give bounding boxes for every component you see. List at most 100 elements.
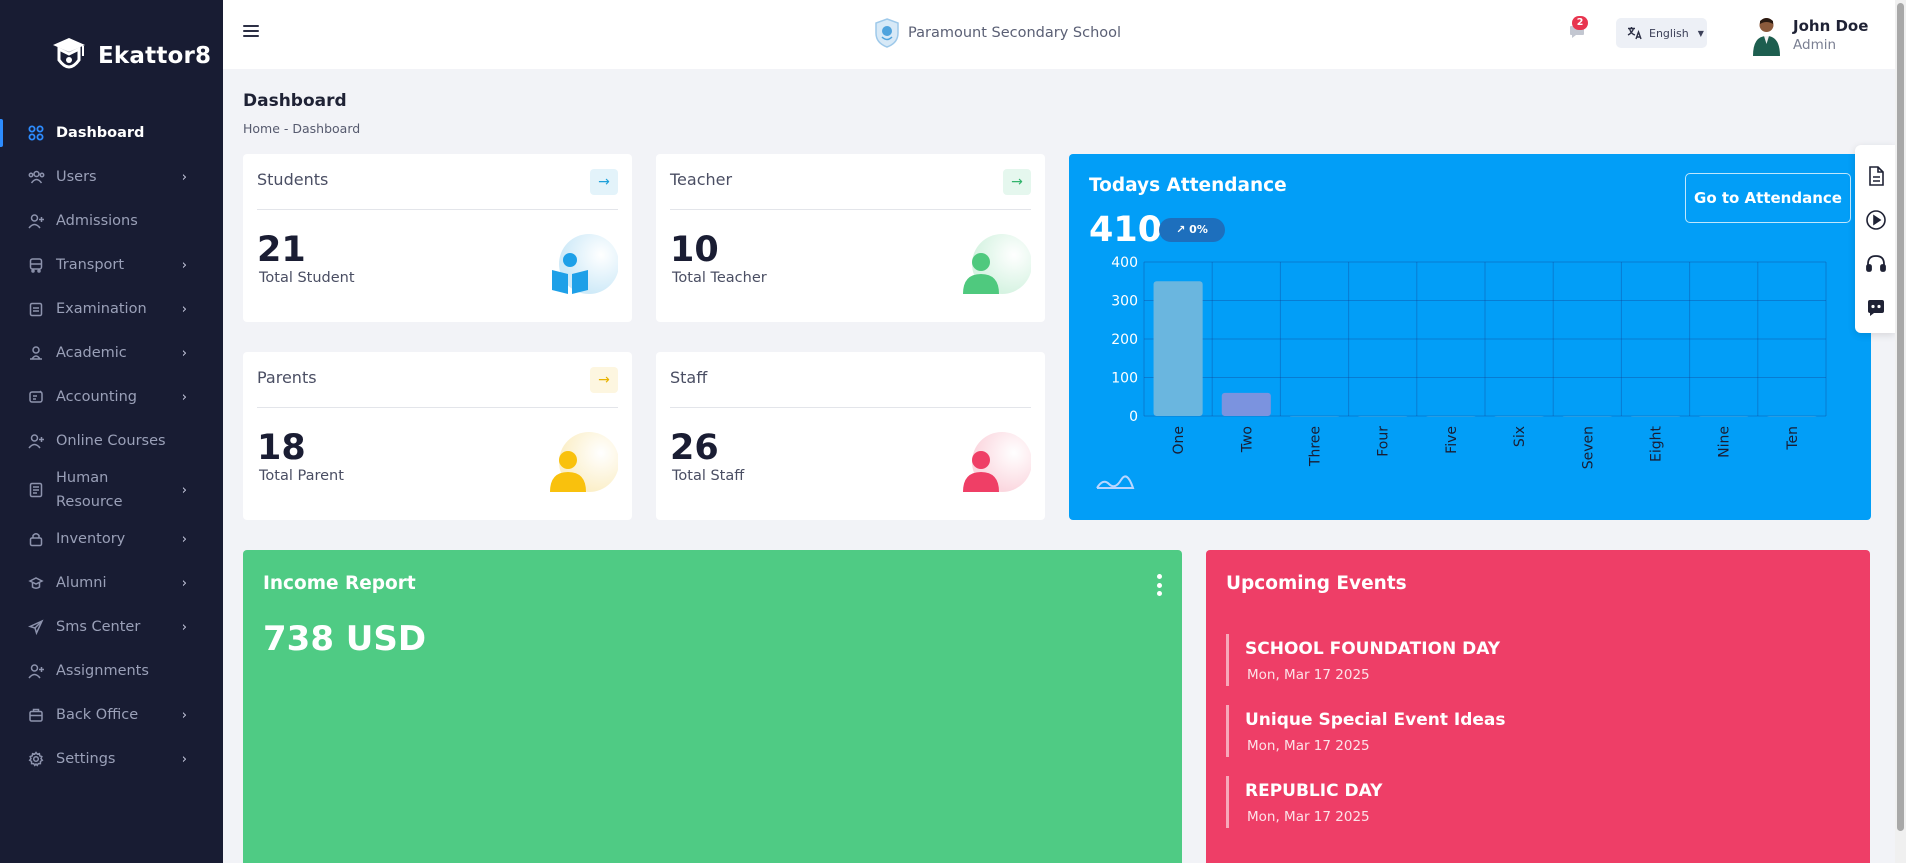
headset-icon[interactable] [1865, 253, 1887, 275]
event-date: Mon, Mar 17 2025 [1247, 667, 1370, 683]
x-tick-label: Five [1444, 426, 1460, 454]
chevron-right-icon: › [181, 301, 187, 317]
school-shield-icon [875, 18, 899, 48]
scrollbar-thumb[interactable] [1897, 3, 1904, 831]
sidebar-item-label: Settings [56, 751, 116, 767]
sidebar-item-transport[interactable]: Transport › [0, 243, 223, 287]
attendance-title: Todays Attendance [1089, 175, 1287, 196]
language-dropdown[interactable]: English ▼ [1616, 18, 1707, 48]
sidebar-item-label: Assignments [56, 663, 149, 679]
caret-down-icon: ▼ [1697, 28, 1704, 38]
teacher-card: Teacher → 10 Total Teacher [656, 154, 1045, 322]
income-title: Income Report [263, 573, 416, 594]
divider [670, 407, 1031, 408]
sidebar-item-back-office[interactable]: Back Office › [0, 693, 223, 737]
user-plus-icon [27, 662, 45, 680]
chevron-right-icon: › [181, 707, 187, 723]
topbar: Paramount Secondary School 2 English ▼ J… [223, 0, 1895, 69]
staff-person-icon [963, 432, 1031, 492]
attendance-card: 400 300 200 100 0 One Two Three Four Five Six Seven… [1069, 154, 1871, 520]
chart-bar[interactable] [1153, 281, 1203, 416]
sidebar-item-label: Examination [56, 301, 147, 317]
sidebar-item-assignments[interactable]: Assignments [0, 649, 223, 693]
chevron-right-icon: › [181, 619, 187, 635]
sidebar-item-label: Dashboard [56, 125, 145, 141]
x-tick-label: Three [1308, 426, 1324, 467]
card-value: 21 [257, 230, 306, 270]
students-card: Students → 21 Total Student [243, 154, 632, 322]
graduation-cap-shield-icon [53, 38, 85, 69]
chart-bar[interactable] [1426, 416, 1476, 417]
attendance-chart: 400 300 200 100 0 One Two Three Four Five Six Seven… [1096, 255, 1827, 489]
x-tick-label: Eight [1649, 425, 1665, 461]
alumni-icon [27, 574, 45, 592]
chevron-right-icon: › [181, 257, 187, 273]
chart-bar[interactable] [1358, 416, 1408, 417]
x-tick-label: Ten [1785, 426, 1801, 451]
sidebar-item-label: Academic [56, 345, 127, 361]
student-reading-icon [552, 234, 618, 294]
document-icon[interactable] [1865, 165, 1887, 187]
kebab-menu-icon[interactable] [1156, 574, 1162, 596]
sidebar-item-human-resource[interactable]: Human Resource › [0, 463, 223, 517]
y-tick-label: 400 [1111, 255, 1138, 271]
card-value: 18 [257, 428, 306, 468]
sidebar-item-label: Sms Center [56, 619, 141, 635]
card-title: Staff [670, 368, 708, 387]
chart-bar[interactable] [1221, 392, 1271, 416]
chart-bar[interactable] [1289, 416, 1340, 417]
chart-bar[interactable] [1630, 416, 1681, 417]
sidebar-item-accounting[interactable]: Accounting › [0, 375, 223, 419]
academic-icon [27, 344, 45, 362]
notification-badge: 2 [1572, 16, 1588, 30]
sidebar-item-label: Users [56, 169, 97, 185]
sidebar-item-academic[interactable]: Academic › [0, 331, 223, 375]
sidebar-item-online-courses[interactable]: Online Courses [0, 419, 223, 463]
page-title: Dashboard [243, 91, 347, 111]
page-scrollbar[interactable] [1895, 0, 1906, 863]
sidebar-item-dashboard[interactable]: Dashboard [0, 111, 223, 155]
event-date: Mon, Mar 17 2025 [1247, 809, 1370, 825]
arrow-right-icon[interactable]: → [590, 367, 618, 393]
sidebar-item-inventory[interactable]: Inventory › [0, 517, 223, 561]
card-title: Parents [257, 368, 317, 387]
event-item[interactable]: REPUBLIC DAY Mon, Mar 17 2025 [1226, 776, 1746, 828]
event-item[interactable]: Unique Special Event Ideas Mon, Mar 17 2… [1226, 705, 1746, 757]
chart-bar[interactable] [1562, 416, 1612, 417]
event-item[interactable]: SCHOOL FOUNDATION DAY Mon, Mar 17 2025 [1226, 634, 1746, 686]
sidebar-item-examination[interactable]: Examination › [0, 287, 223, 331]
y-tick-label: 100 [1111, 371, 1138, 387]
sidebar-item-admissions[interactable]: Admissions [0, 199, 223, 243]
breadcrumb: Home - Dashboard [243, 121, 361, 136]
sidebar-item-label: Alumni [56, 575, 107, 591]
card-title: Students [257, 170, 329, 189]
user-plus-icon [27, 212, 45, 230]
staff-card: Staff 26 Total Staff [656, 352, 1045, 520]
x-tick-label: One [1171, 426, 1187, 455]
brand[interactable]: Ekattor8 [50, 34, 211, 78]
trend-up-icon: ↗ [1176, 223, 1190, 236]
chart-bar[interactable] [1494, 416, 1544, 417]
play-circle-icon[interactable] [1865, 209, 1887, 231]
divider [257, 209, 618, 210]
attendance-change-badge: ↗ 0% [1159, 218, 1225, 242]
arrow-right-icon[interactable]: → [1003, 169, 1031, 195]
chart-bar[interactable] [1699, 416, 1749, 417]
arrow-right-icon[interactable]: → [590, 169, 618, 195]
x-tick-label: Nine [1717, 426, 1733, 458]
user-menu[interactable]: John Doe Admin [1750, 14, 1868, 56]
grid-icon [27, 124, 45, 142]
go-to-attendance-button[interactable]: Go to Attendance [1685, 173, 1851, 223]
user-role: Admin [1793, 37, 1837, 53]
sidebar-item-alumni[interactable]: Alumni › [0, 561, 223, 605]
sidebar-item-sms-center[interactable]: Sms Center › [0, 605, 223, 649]
send-icon [27, 618, 45, 636]
sidebar-item-settings[interactable]: Settings › [0, 737, 223, 781]
chat-bot-icon[interactable] [1865, 297, 1887, 319]
chart-bar[interactable] [1767, 416, 1817, 417]
user-plus-icon [27, 432, 45, 450]
language-label: English [1649, 26, 1689, 40]
sidebar-item-users[interactable]: Users › [0, 155, 223, 199]
hamburger-menu-icon[interactable] [243, 25, 259, 39]
parents-card: Parents → 18 Total Parent [243, 352, 632, 520]
